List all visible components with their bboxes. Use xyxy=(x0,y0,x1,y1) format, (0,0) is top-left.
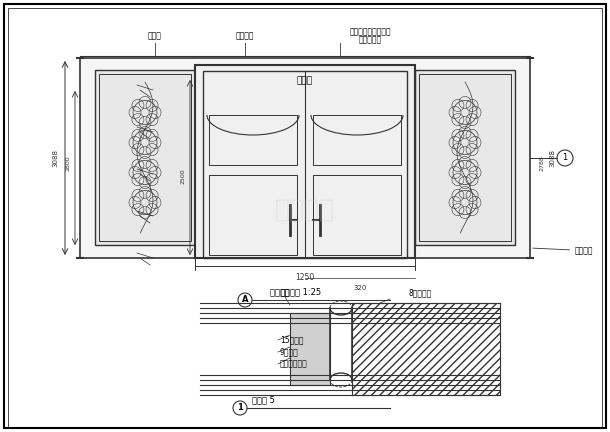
Text: 2788: 2788 xyxy=(539,155,545,171)
Text: 2500: 2500 xyxy=(181,168,185,184)
Text: 3088: 3088 xyxy=(52,149,58,167)
Text: 1: 1 xyxy=(562,153,568,162)
Circle shape xyxy=(233,401,247,415)
Bar xyxy=(99,74,191,241)
Text: 内向上打灯: 内向上打灯 xyxy=(359,35,382,44)
Text: 9层夹板: 9层夹板 xyxy=(280,347,299,356)
Text: 1: 1 xyxy=(237,403,243,413)
Circle shape xyxy=(557,150,573,166)
Text: 320: 320 xyxy=(353,285,367,291)
Text: 剖面图 5: 剖面图 5 xyxy=(252,395,275,404)
Bar xyxy=(195,65,415,258)
Bar xyxy=(203,71,407,258)
Text: 樱桃木: 樱桃木 xyxy=(297,76,313,85)
Text: 2800: 2800 xyxy=(65,155,71,171)
Text: 双面锁花及磨砂玻璃: 双面锁花及磨砂玻璃 xyxy=(349,27,391,36)
Text: 3088: 3088 xyxy=(549,149,555,167)
Circle shape xyxy=(238,293,252,307)
Bar xyxy=(290,313,330,385)
Bar xyxy=(352,303,500,395)
Text: 樱桃木: 樱桃木 xyxy=(148,31,162,40)
Bar xyxy=(415,70,515,245)
Text: 铁花: 铁花 xyxy=(281,288,290,297)
Text: 首层大门立面 1:25: 首层大门立面 1:25 xyxy=(270,287,321,296)
Text: A: A xyxy=(242,295,248,305)
Text: 黑色石脚: 黑色石脚 xyxy=(533,246,594,255)
Bar xyxy=(95,70,195,245)
Text: 樱桃木线: 樱桃木线 xyxy=(235,31,254,40)
Bar xyxy=(313,175,401,255)
Bar xyxy=(209,175,297,255)
Bar xyxy=(419,74,511,241)
Text: 1250: 1250 xyxy=(295,273,315,282)
Text: 樱桃木饰面板: 樱桃木饰面板 xyxy=(280,359,308,368)
Bar xyxy=(313,115,401,165)
Bar xyxy=(209,115,297,165)
Text: 15层夹板: 15层夹板 xyxy=(280,336,304,344)
Text: 8分门崾线: 8分门崾线 xyxy=(408,288,432,297)
Bar xyxy=(80,58,530,258)
Text: 古城在线: 古城在线 xyxy=(275,198,335,222)
